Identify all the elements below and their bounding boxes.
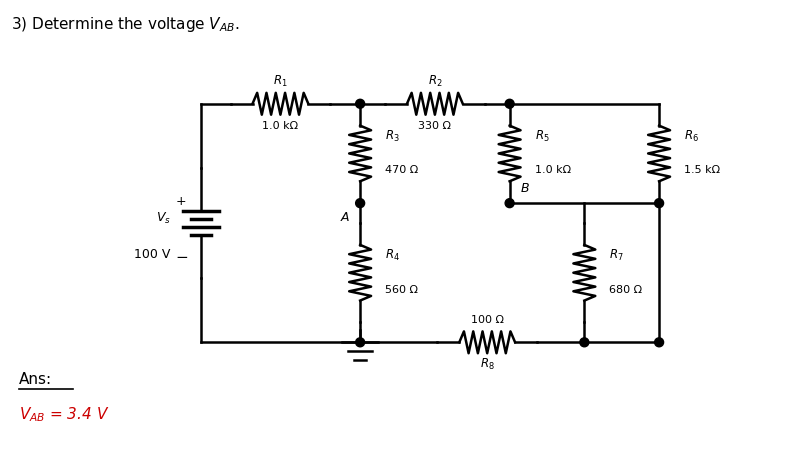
Text: 1.0 kΩ: 1.0 kΩ [262,120,298,131]
Text: $A$: $A$ [340,211,350,224]
Text: 1.0 kΩ: 1.0 kΩ [534,165,570,175]
Text: +: + [176,195,186,207]
Circle shape [505,199,514,207]
Text: $R_8$: $R_8$ [480,357,494,372]
Text: $R_5$: $R_5$ [534,129,549,144]
Circle shape [356,99,365,108]
Text: $V_{AB}$ = 3.4 V: $V_{AB}$ = 3.4 V [19,405,110,424]
Text: $R_2$: $R_2$ [427,74,442,89]
Text: $R_1$: $R_1$ [273,74,288,89]
Text: −: − [176,251,189,265]
Text: Ans:: Ans: [19,371,53,387]
Circle shape [356,338,365,347]
Text: 330 Ω: 330 Ω [418,120,451,131]
Text: $R_4$: $R_4$ [385,248,400,263]
Circle shape [505,99,514,108]
Text: 1.5 kΩ: 1.5 kΩ [684,165,720,175]
Text: 470 Ω: 470 Ω [385,165,418,175]
Text: $R_7$: $R_7$ [610,248,624,263]
Text: 100 V: 100 V [134,248,170,262]
Text: $V_s$: $V_s$ [156,211,170,226]
Text: $B$: $B$ [519,182,530,195]
Text: $R_3$: $R_3$ [385,129,400,144]
Circle shape [356,199,365,207]
Text: 3) Determine the voltage $V_{AB}$.: 3) Determine the voltage $V_{AB}$. [11,15,240,34]
Text: 560 Ω: 560 Ω [385,284,418,294]
Text: 100 Ω: 100 Ω [470,316,504,326]
Circle shape [654,338,663,347]
Circle shape [654,199,663,207]
Circle shape [580,338,589,347]
Text: $R_6$: $R_6$ [684,129,699,144]
Text: 680 Ω: 680 Ω [610,284,642,294]
